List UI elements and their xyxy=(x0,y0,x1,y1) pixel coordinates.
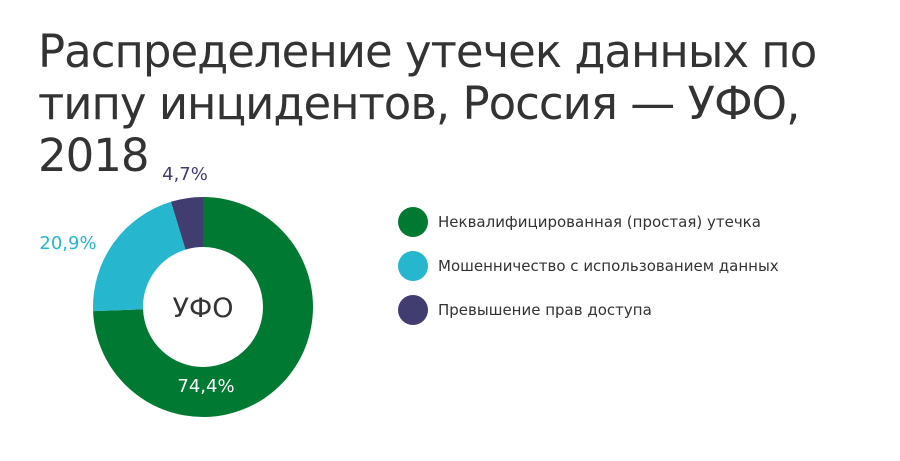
chart-title: Распределение утечек данных по типу инци… xyxy=(38,25,817,182)
legend-label: Неквалифицированная (простая) утечка xyxy=(438,213,761,231)
data-label-2: 20,9% xyxy=(39,233,96,254)
legend-label: Превышение прав доступа xyxy=(438,301,652,319)
center-label: УФО xyxy=(173,293,234,324)
legend-swatch xyxy=(398,295,428,325)
slice-3 xyxy=(170,197,203,250)
slice-1 xyxy=(93,197,313,417)
legend-item: Превышение прав доступа xyxy=(398,288,779,332)
data-label-1: 74,4% xyxy=(177,376,234,397)
data-label-3: 4,7% xyxy=(162,164,208,185)
legend-swatch xyxy=(398,251,428,281)
legend-label: Мошенничество с использованием данных xyxy=(438,257,779,275)
slice-2 xyxy=(92,201,186,312)
legend: Неквалифицированная (простая) утечка Моше… xyxy=(398,200,779,332)
legend-item: Мошенничество с использованием данных xyxy=(398,244,779,288)
legend-item: Неквалифицированная (простая) утечка xyxy=(398,200,779,244)
legend-swatch xyxy=(398,207,428,237)
